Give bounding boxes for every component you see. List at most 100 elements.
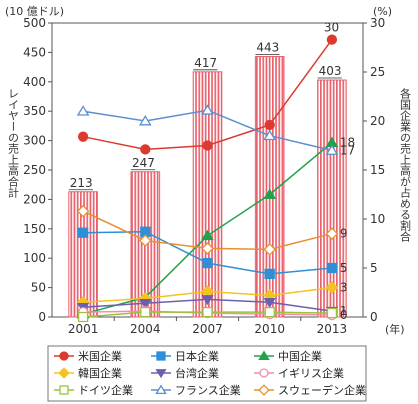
series-end-label: 30	[324, 21, 339, 35]
legend-item: スウェーデン企業	[254, 383, 366, 397]
bar-value-label: 443	[256, 41, 279, 55]
legend-label: 中国企業	[278, 349, 322, 363]
series-end-label: 5	[340, 261, 348, 275]
series-point	[325, 144, 339, 155]
left-axis-title: レイヤーの売上高合計	[7, 88, 20, 199]
legend-swatch-marker	[258, 384, 270, 396]
series-end-label: 3	[340, 281, 348, 295]
x-tick-label: 2013	[317, 322, 348, 336]
series-point	[263, 298, 276, 309]
legend-label: 台湾企業	[175, 366, 219, 380]
left-tick-label: 100	[23, 251, 46, 265]
bar-value-label: 213	[70, 176, 93, 190]
legend-item: 台湾企業	[151, 366, 219, 380]
series-point	[263, 188, 277, 199]
right-tick-label: 30	[370, 16, 385, 30]
right-axis-title: 各国企業の売上高が占める割合	[399, 87, 412, 242]
series-point	[76, 204, 90, 218]
x-axis-unit-label: (年)	[385, 322, 405, 336]
series-point	[202, 140, 213, 151]
series-point	[201, 295, 214, 306]
series-point	[201, 104, 214, 115]
left-tick-label: 200	[23, 192, 46, 206]
bar-value-label: 417	[194, 56, 217, 70]
right-tick-label: 0	[370, 310, 378, 324]
series-point	[77, 311, 89, 323]
series-point	[263, 129, 277, 141]
legend-label: フランス企業	[175, 383, 241, 397]
bar	[192, 71, 223, 318]
right-tick-label: 15	[370, 163, 385, 177]
series-point	[140, 306, 151, 318]
series-point	[202, 257, 213, 269]
legend-label: イギリス企業	[278, 366, 344, 380]
x-tick-label: 2004	[130, 322, 161, 336]
legend-swatch-marker	[259, 368, 269, 378]
left-tick-label: 150	[23, 222, 46, 236]
legend-item: 中国企業	[254, 349, 322, 363]
series-point	[264, 268, 275, 280]
legend-swatch-marker	[58, 367, 70, 379]
legend-item: 日本企業	[151, 349, 219, 363]
series-point	[138, 115, 152, 126]
series-point	[326, 307, 338, 319]
bar-value-label: 247	[132, 156, 155, 170]
bar-value-label: 403	[319, 64, 342, 78]
right-tick-label: 5	[370, 261, 378, 275]
left-tick-label: 350	[23, 104, 46, 118]
right-tick-label: 20	[370, 114, 385, 128]
left-tick-label: 400	[23, 75, 46, 89]
legend-label: 米国企業	[78, 349, 122, 363]
series-point	[201, 242, 214, 255]
series-point	[325, 227, 339, 241]
series-end-label: 18	[340, 136, 355, 150]
series-point	[77, 131, 89, 142]
series-end-label: 9	[340, 227, 348, 241]
left-tick-label: 500	[23, 16, 46, 30]
legend-label: ドイツ企業	[78, 383, 133, 397]
left-tick-label: 300	[23, 134, 46, 148]
series-end-label: 17	[340, 143, 355, 157]
series-point	[139, 299, 152, 310]
series-point	[76, 105, 90, 116]
legend-label: 日本企業	[175, 349, 219, 363]
legend-item: 米国企業	[54, 349, 122, 363]
left-axis-unit-label: (10 億ドル)	[5, 5, 64, 18]
legend-item: ドイツ企業	[54, 383, 133, 397]
legend-swatch-marker	[258, 350, 270, 361]
series-point	[140, 144, 151, 155]
left-tick-label: 450	[23, 45, 46, 59]
series-point	[138, 234, 152, 247]
series-point	[325, 281, 339, 294]
x-tick-label: 2001	[68, 322, 99, 336]
series-point	[326, 34, 338, 45]
legend-swatch-marker	[155, 369, 167, 379]
left-tick-label: 50	[31, 281, 46, 295]
series-end-label: 1	[340, 304, 348, 318]
left-tick-label: 250	[23, 163, 46, 177]
series-point	[326, 262, 338, 274]
legend-item: フランス企業	[151, 383, 241, 397]
series-point	[264, 119, 275, 131]
series-point	[202, 306, 213, 318]
x-tick-label: 2007	[192, 322, 223, 336]
left-tick-label: 0	[38, 310, 46, 324]
series-point	[201, 229, 214, 241]
series-point	[263, 243, 277, 256]
legend-swatch-marker	[59, 385, 69, 395]
right-axis-unit-label: (%)	[373, 5, 392, 18]
x-tick-label: 2010	[254, 322, 285, 336]
legend-item: 韓国企業	[54, 366, 122, 380]
legend-swatch-marker	[59, 351, 69, 361]
series-point	[264, 306, 275, 318]
legend-frame	[47, 345, 367, 402]
series-point	[77, 227, 89, 238]
series-end-label: 0	[340, 308, 348, 322]
legend-label: スウェーデン企業	[278, 383, 366, 397]
legend-item: イギリス企業	[254, 366, 344, 380]
right-tick-label: 25	[370, 65, 385, 79]
legend-swatch-marker	[156, 351, 166, 361]
